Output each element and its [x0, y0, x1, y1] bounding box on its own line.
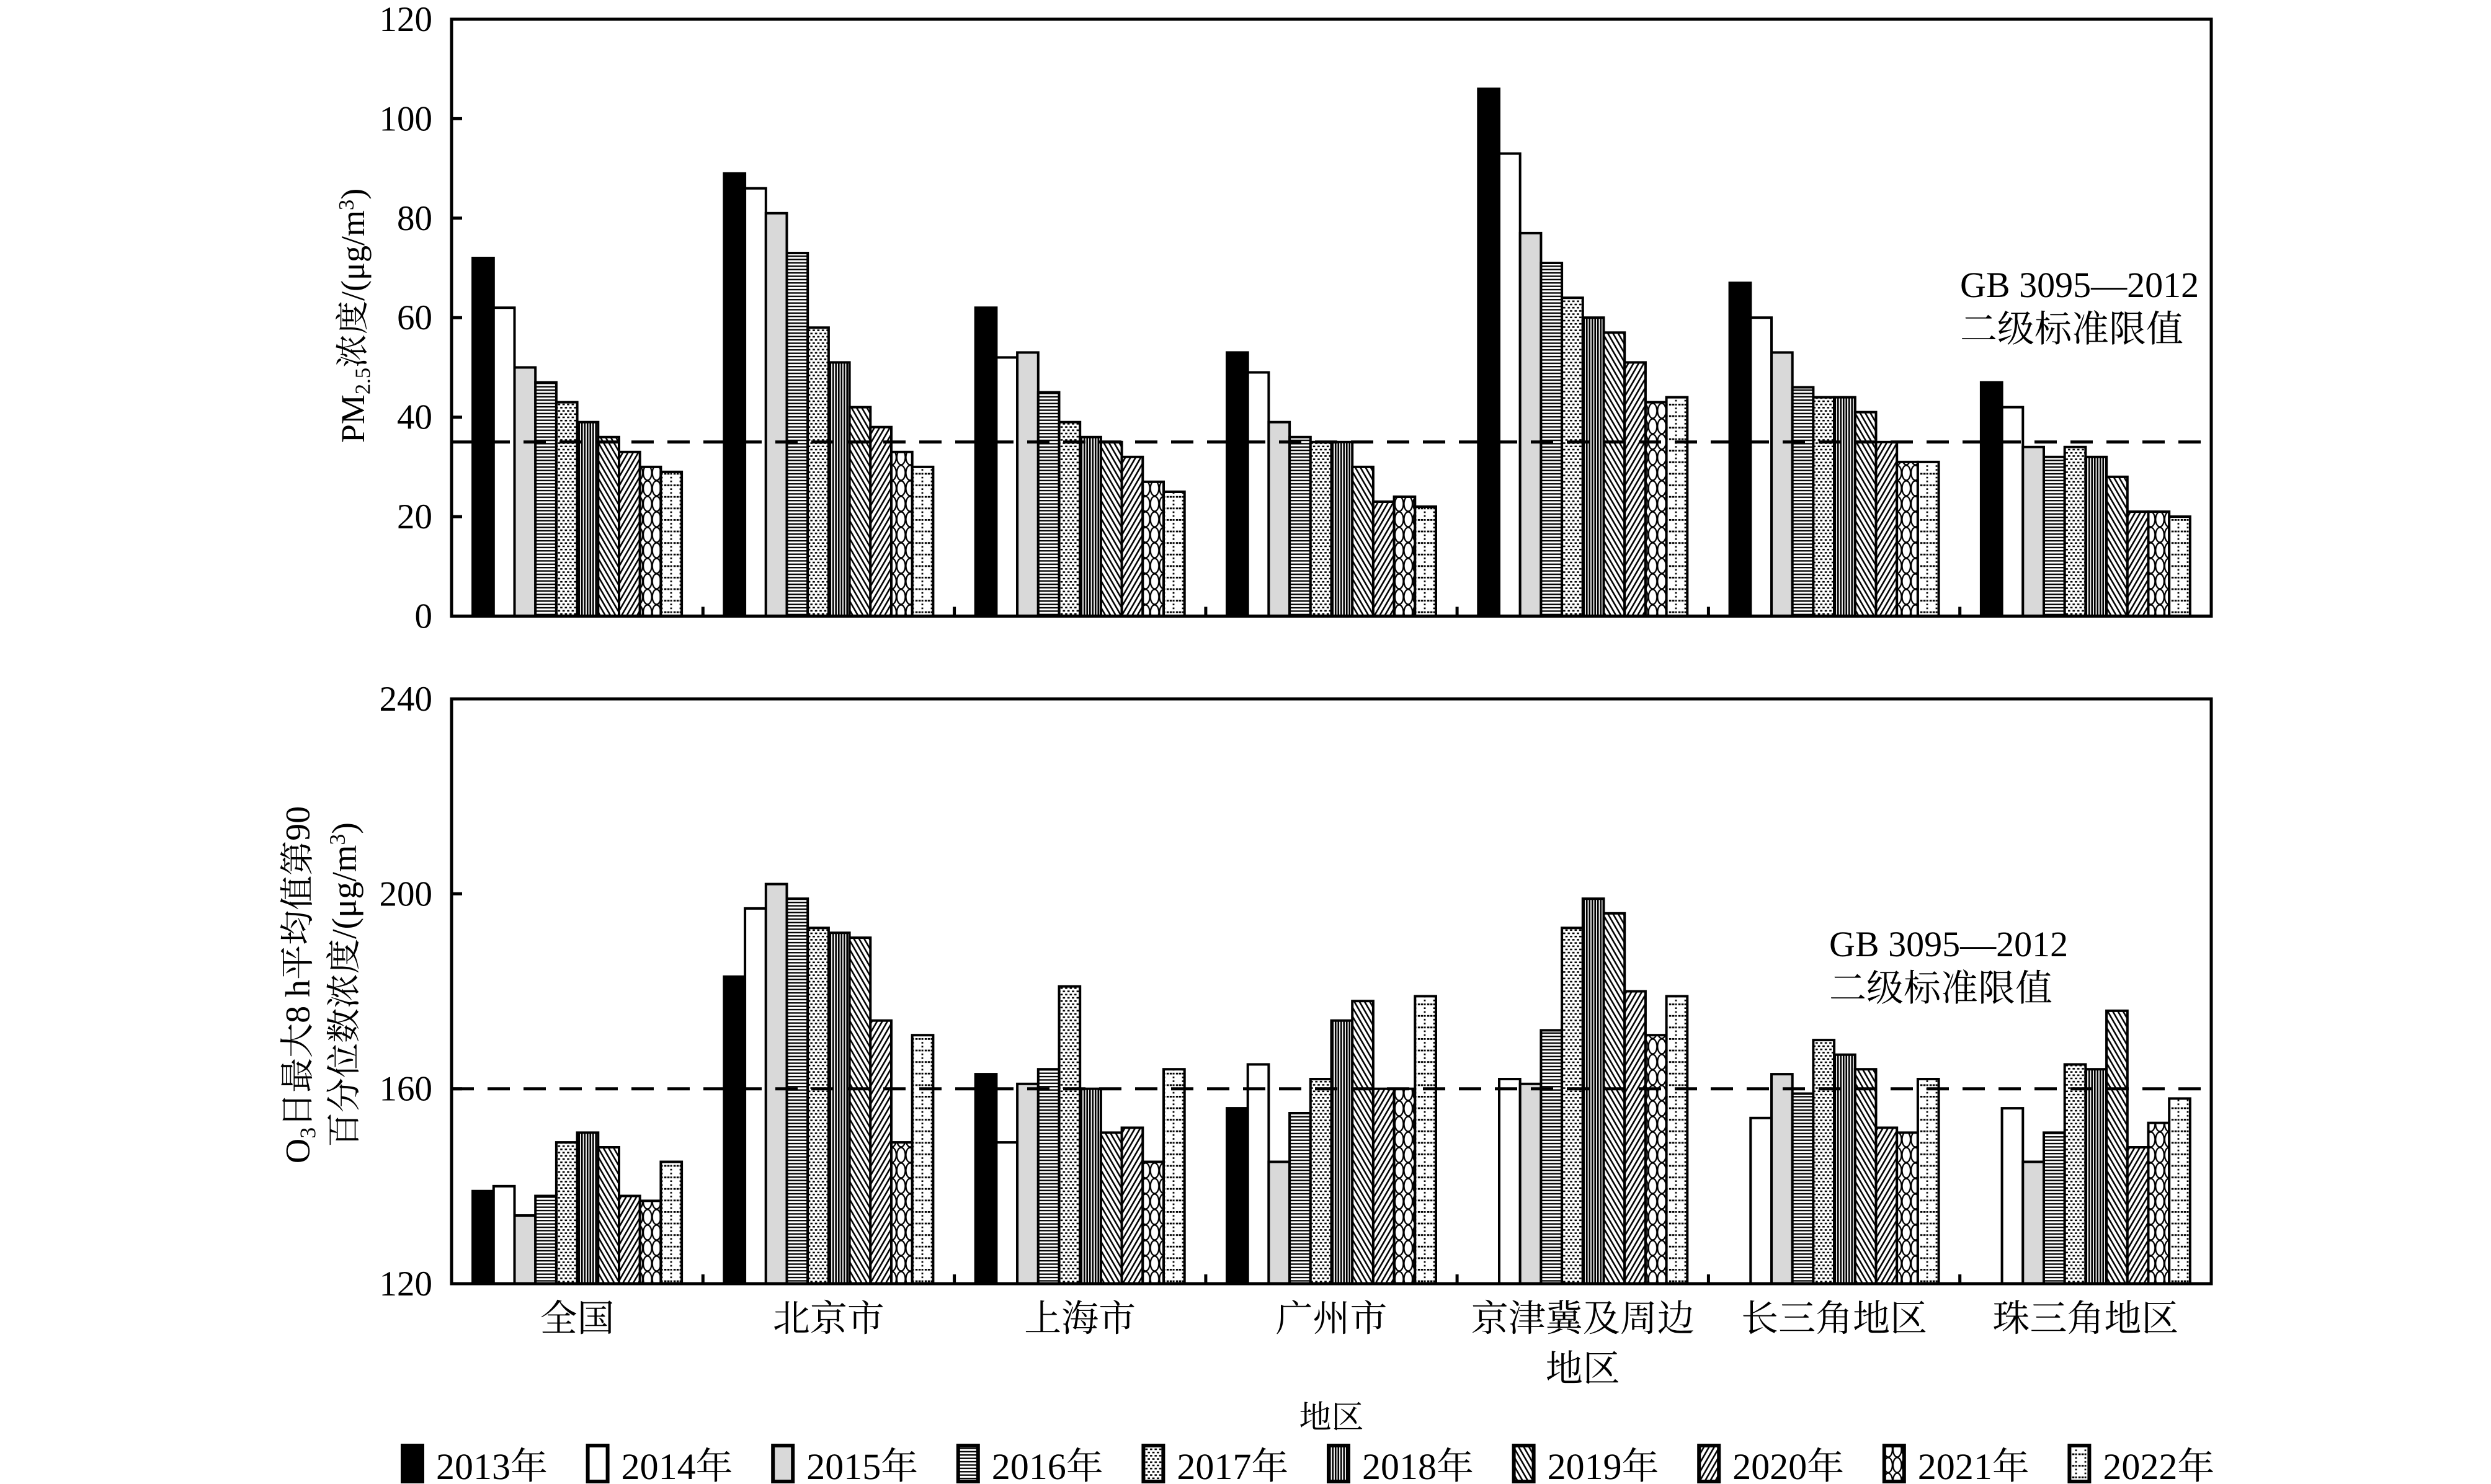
svg-text:60: 60 [397, 298, 432, 337]
svg-text:160: 160 [380, 1070, 433, 1109]
svg-text:120: 120 [380, 0, 433, 39]
svg-text:80: 80 [397, 199, 432, 238]
svg-text:200: 200 [380, 874, 433, 913]
svg-text:0: 0 [415, 597, 433, 636]
svg-text:20: 20 [397, 497, 432, 536]
svg-text:GB 3095—2012: GB 3095—2012 [1829, 924, 2068, 964]
svg-text:240: 240 [380, 680, 433, 719]
svg-text:40: 40 [397, 398, 432, 437]
svg-text:120: 120 [380, 1264, 433, 1304]
svg-text:100: 100 [380, 99, 433, 138]
svg-text:GB 3095—2012: GB 3095—2012 [1960, 265, 2199, 305]
